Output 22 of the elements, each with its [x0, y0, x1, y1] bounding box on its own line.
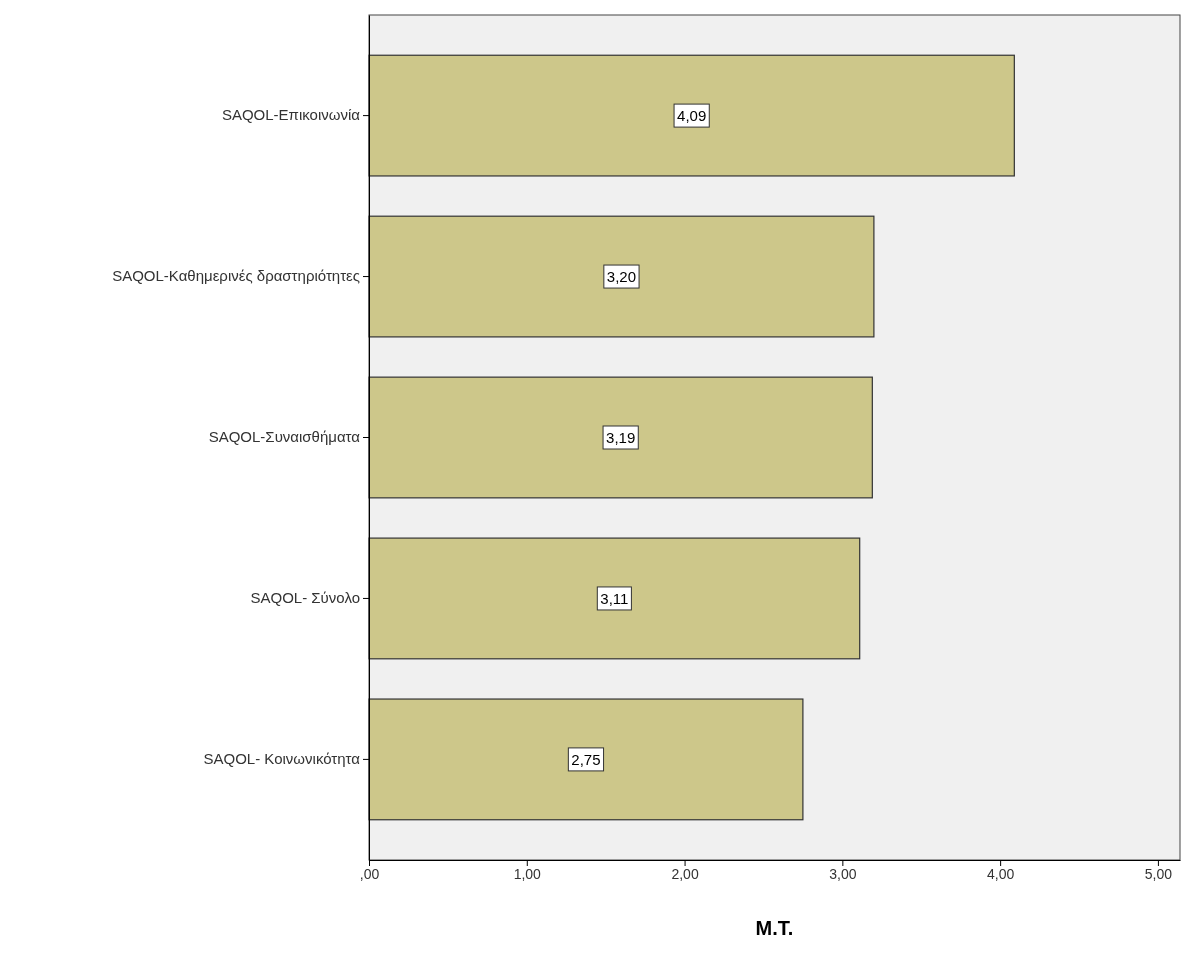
y-tick-label: SAQOL- Σύνολο: [250, 589, 360, 607]
x-tick-label: 1,00: [513, 865, 542, 882]
data-label: 3,20: [606, 268, 637, 286]
x-tick-label: 2,00: [671, 865, 699, 882]
bar: [368, 698, 804, 821]
bar: [368, 54, 1015, 177]
x-tick-label: 4,00: [987, 865, 1015, 882]
x-axis-title: Μ.Τ.: [755, 917, 794, 939]
x-tick-label: 5,00: [1144, 865, 1173, 882]
data-label: 2,75: [571, 750, 601, 768]
x-tick-label: 3,00: [829, 865, 857, 882]
bar: [368, 215, 875, 338]
y-tick-label: SAQOL-Επικοινωνία: [221, 106, 361, 124]
data-label: 3,19: [606, 429, 636, 446]
bar: [368, 376, 873, 499]
data-label: 3,11: [600, 589, 629, 607]
y-tick-label: SAQOL-Συναισθήματα: [208, 428, 361, 446]
y-tick-label: SAQOL-Καθημερινές δραστηριότητες: [112, 267, 360, 285]
data-label: 4,09: [677, 107, 707, 125]
bar: [368, 537, 861, 660]
y-tick-label: SAQOL- Κοινωνικότητα: [203, 750, 361, 768]
x-tick-label: ,00: [359, 865, 380, 882]
